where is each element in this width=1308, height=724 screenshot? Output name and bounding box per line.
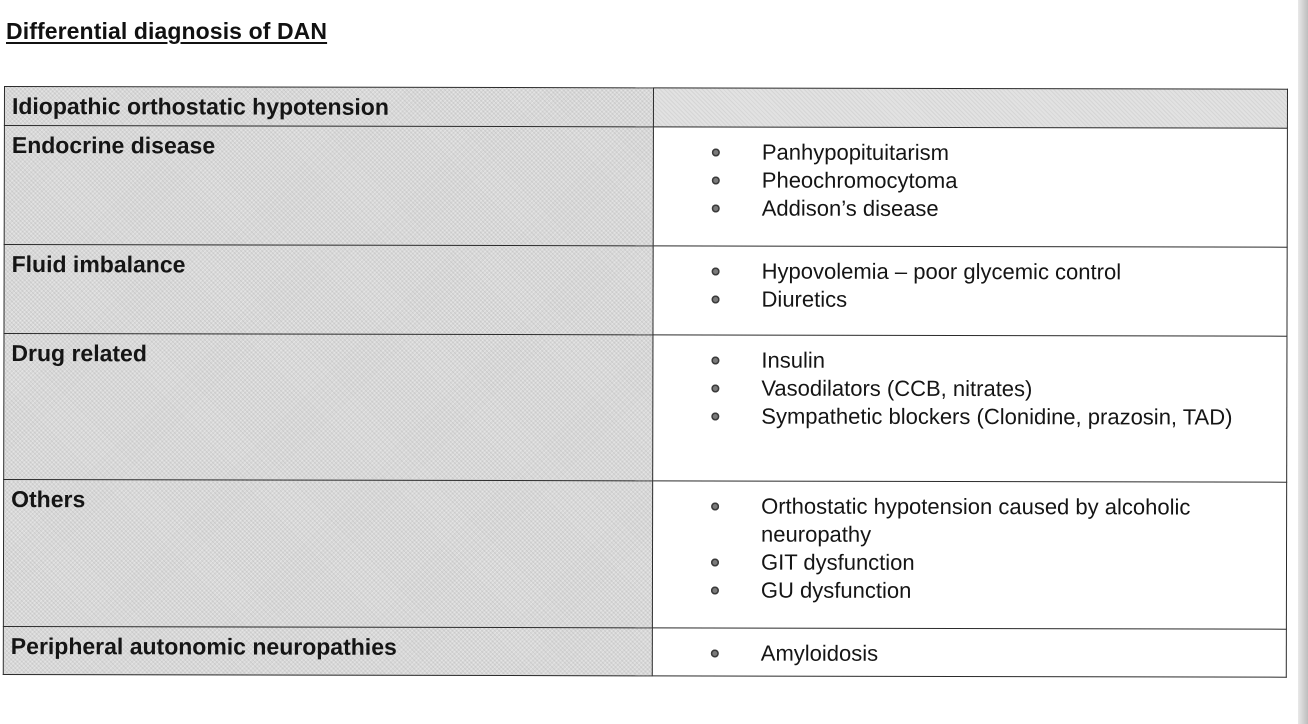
- category-cell: Idiopathic orthostatic hypotension: [4, 86, 654, 127]
- items-cell-empty: [653, 87, 1288, 129]
- category-cell: Others: [3, 479, 653, 628]
- list-item: Panhypopituitarism: [654, 138, 1279, 167]
- items-cell: Panhypopituitarism Pheochromocytoma Addi…: [653, 126, 1288, 248]
- bullet-icon: [710, 649, 719, 658]
- bullet-icon: [710, 586, 719, 595]
- item-text: Sympathetic blockers (Clonidine, prazosi…: [761, 403, 1233, 430]
- bullet-icon: [711, 412, 720, 421]
- list-item: Vasodilators (CCB, nitrates): [653, 374, 1278, 403]
- items-cell: Orthostatic hypotension caused by alcoho…: [652, 480, 1287, 630]
- table-row-peripheral: Peripheral autonomic neuropathies Amyloi…: [3, 626, 1287, 678]
- list-item: Orthostatic hypotension caused by alcoho…: [653, 492, 1278, 549]
- bullet-icon: [711, 148, 720, 157]
- category-cell: Endocrine disease: [4, 125, 654, 246]
- category-cell: Drug related: [3, 333, 653, 481]
- item-text: Pheochromocytoma: [761, 167, 958, 193]
- page-edge-shadow: [1298, 0, 1308, 724]
- item-list: Insulin Vasodilators (CCB, nitrates) Sym…: [653, 335, 1286, 437]
- bullet-icon: [711, 356, 720, 365]
- category-label: Endocrine disease: [11, 132, 216, 159]
- item-text: Addison’s disease: [761, 195, 939, 221]
- bullet-icon: [711, 295, 720, 304]
- table-row-drug: Drug related Insulin Vasodilators (CCB, …: [3, 333, 1287, 483]
- item-text: Diuretics: [761, 286, 848, 312]
- bullet-icon: [711, 384, 720, 393]
- table-row-idiopathic: Idiopathic orthostatic hypotension: [4, 86, 1288, 129]
- item-text: Insulin: [761, 347, 826, 373]
- list-item: Sympathetic blockers (Clonidine, prazosi…: [653, 402, 1278, 431]
- item-text: Panhypopituitarism: [761, 139, 949, 165]
- item-text: Amyloidosis: [760, 640, 879, 666]
- category-label: Fluid imbalance: [11, 251, 186, 278]
- bullet-icon: [711, 204, 720, 213]
- list-item: Insulin: [653, 346, 1278, 375]
- item-text: GU dysfunction: [760, 577, 912, 603]
- items-cell: Hypovolemia – poor glycemic control Diur…: [652, 245, 1288, 337]
- category-cell: Fluid imbalance: [3, 244, 654, 335]
- differential-diagnosis-table: Idiopathic orthostatic hypotension Endoc…: [3, 86, 1288, 678]
- items-cell: Insulin Vasodilators (CCB, nitrates) Sym…: [652, 334, 1287, 483]
- list-item: Amyloidosis: [653, 639, 1278, 668]
- bullet-icon: [710, 558, 720, 567]
- list-item: Hypovolemia – poor glycemic control: [654, 257, 1279, 286]
- item-text: Hypovolemia – poor glycemic control: [761, 258, 1122, 285]
- category-label: Drug related: [11, 340, 147, 367]
- list-item: Diuretics: [654, 285, 1279, 314]
- table-row-fluid: Fluid imbalance Hypovolemia – poor glyce…: [3, 244, 1288, 337]
- bullet-icon: [711, 176, 720, 185]
- bullet-icon: [711, 502, 720, 511]
- item-text: Orthostatic hypotension caused by alcoho…: [761, 493, 1191, 547]
- table-row-endocrine: Endocrine disease Panhypopituitarism Phe…: [4, 125, 1288, 248]
- list-item: Pheochromocytoma: [654, 166, 1279, 195]
- category-label: Idiopathic orthostatic hypotension: [11, 93, 389, 120]
- list-item: GU dysfunction: [653, 576, 1278, 605]
- category-label: Others: [11, 486, 86, 513]
- item-list: Hypovolemia – poor glycemic control Diur…: [654, 246, 1287, 320]
- item-text: GIT dysfunction: [760, 549, 915, 575]
- list-item: Addison’s disease: [654, 194, 1279, 223]
- item-list: Orthostatic hypotension caused by alcoho…: [653, 481, 1286, 611]
- items-cell: Amyloidosis: [652, 627, 1287, 678]
- item-list: Amyloidosis: [653, 628, 1286, 674]
- list-item: GIT dysfunction: [653, 548, 1278, 577]
- table-row-others: Others Orthostatic hypotension caused by…: [3, 479, 1287, 630]
- bullet-icon: [711, 267, 720, 276]
- category-label: Peripheral autonomic neuropathies: [10, 633, 397, 660]
- document-title: Differential diagnosis of DAN: [6, 18, 328, 44]
- item-text: Vasodilators (CCB, nitrates): [761, 375, 1033, 402]
- category-cell: Peripheral autonomic neuropathies: [3, 626, 653, 676]
- item-list: Panhypopituitarism Pheochromocytoma Addi…: [654, 127, 1287, 229]
